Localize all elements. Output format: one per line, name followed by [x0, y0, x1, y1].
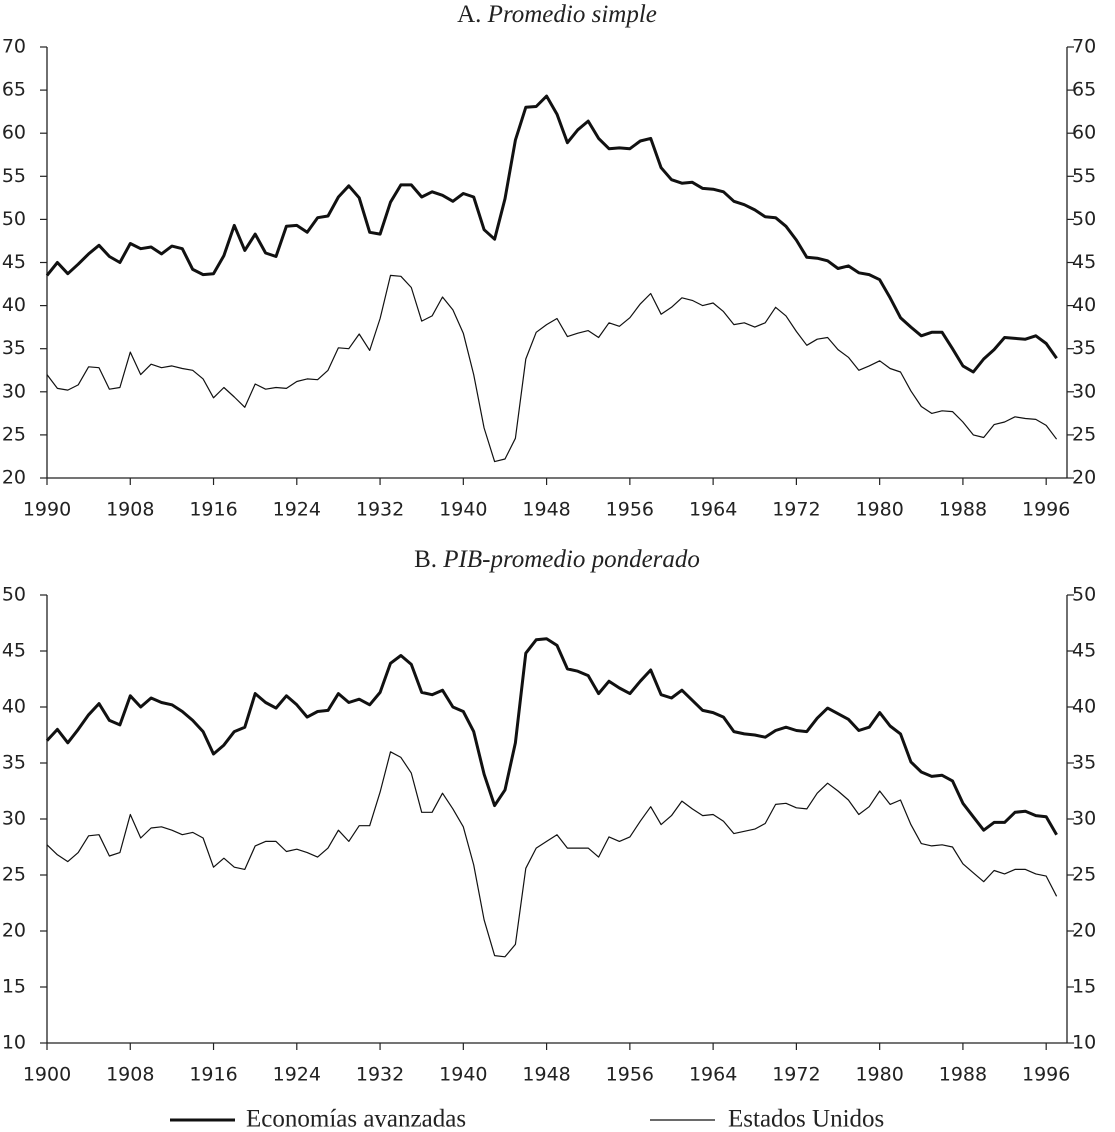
x-tick-label: 1916: [189, 499, 237, 521]
y-tick-label-right: 50: [1072, 584, 1096, 606]
y-tick-label: 50: [2, 584, 26, 606]
y-tick-label: 35: [2, 337, 26, 359]
chart-title: B. PIB-promedio ponderado: [414, 546, 700, 573]
title-text: Promedio simple: [487, 1, 657, 28]
x-tick-label: 1940: [439, 499, 487, 521]
y-tick-label-right: 70: [1072, 36, 1096, 58]
x-tick-label: 1980: [855, 499, 903, 521]
y-tick-label-right: 50: [1072, 208, 1096, 230]
y-tick-label: 30: [2, 380, 26, 402]
y-tick-label: 20: [2, 920, 26, 942]
y-tick-label: 50: [2, 208, 26, 230]
x-tick-label: 1964: [689, 1064, 737, 1086]
y-tick-label-right: 65: [1072, 79, 1096, 101]
data-line: [46, 751, 1058, 958]
x-tick-label: 1956: [606, 499, 654, 521]
x-tick-label: 1996: [1022, 499, 1070, 521]
x-tick-label: 1916: [189, 1064, 237, 1086]
y-tick-label: 40: [2, 696, 26, 718]
data-line: [45, 637, 1058, 836]
y-tick-label: 25: [2, 423, 26, 445]
x-tick-label: 1964: [689, 499, 737, 521]
y-tick-label-right: 55: [1072, 165, 1096, 187]
x-tick-label: 1908: [106, 1064, 154, 1086]
x-tick-label: 1988: [939, 1064, 987, 1086]
x-tick-label: 1996: [1022, 1064, 1070, 1086]
x-tick-label: 1900: [23, 1064, 71, 1086]
x-tick-label: 1980: [855, 1064, 903, 1086]
data-line: [46, 274, 1058, 463]
y-tick-label: 45: [2, 640, 26, 662]
y-tick-label-right: 20: [1072, 467, 1096, 489]
y-tick-label: 10: [2, 1032, 26, 1054]
chart-title: A. Promedio simple: [457, 1, 657, 28]
y-tick-label-right: 60: [1072, 122, 1096, 144]
y-tick-label-right: 20: [1072, 920, 1096, 942]
x-tick-label: 1932: [356, 499, 404, 521]
y-tick-label-right: 25: [1072, 864, 1096, 886]
y-tick-label: 35: [2, 752, 26, 774]
x-tick-label: 1948: [522, 1064, 570, 1086]
y-tick-label-right: 35: [1072, 337, 1096, 359]
y-tick-label-right: 40: [1072, 294, 1096, 316]
y-tick-label: 45: [2, 251, 26, 273]
y-tick-label: 70: [2, 36, 26, 58]
panel-label: B.: [414, 546, 437, 573]
y-tick-label: 20: [2, 467, 26, 489]
y-tick-label: 60: [2, 122, 26, 144]
legend-label: Estados Unidos: [728, 1106, 884, 1132]
y-tick-label-right: 10: [1072, 1032, 1096, 1054]
title-text: PIB-promedio ponderado: [442, 546, 700, 573]
x-tick-label: 1948: [522, 499, 570, 521]
x-tick-label: 1924: [273, 1064, 321, 1086]
x-tick-label: 1972: [772, 499, 820, 521]
x-tick-label: 1990: [23, 499, 71, 521]
data-line: [45, 94, 1058, 374]
y-tick-label-right: 30: [1072, 808, 1096, 830]
y-tick-label: 55: [2, 165, 26, 187]
x-tick-label: 1972: [772, 1064, 820, 1086]
y-tick-label: 25: [2, 864, 26, 886]
x-tick-label: 1940: [439, 1064, 487, 1086]
y-tick-label-right: 35: [1072, 752, 1096, 774]
y-tick-label: 30: [2, 808, 26, 830]
x-tick-label: 1908: [106, 499, 154, 521]
y-tick-label-right: 25: [1072, 423, 1096, 445]
y-tick-label-right: 30: [1072, 380, 1096, 402]
x-tick-label: 1932: [356, 1064, 404, 1086]
x-tick-label: 1956: [606, 1064, 654, 1086]
y-tick-label-right: 45: [1072, 640, 1096, 662]
y-tick-label: 65: [2, 79, 26, 101]
y-tick-label-right: 40: [1072, 696, 1096, 718]
y-tick-label-right: 45: [1072, 251, 1096, 273]
legend-label: Economías avanzadas: [246, 1106, 466, 1132]
panel-label: A.: [457, 1, 481, 28]
y-tick-label: 40: [2, 294, 26, 316]
y-tick-label: 15: [2, 976, 26, 998]
y-tick-label-right: 15: [1072, 976, 1096, 998]
x-tick-label: 1924: [273, 499, 321, 521]
x-tick-label: 1988: [939, 499, 987, 521]
